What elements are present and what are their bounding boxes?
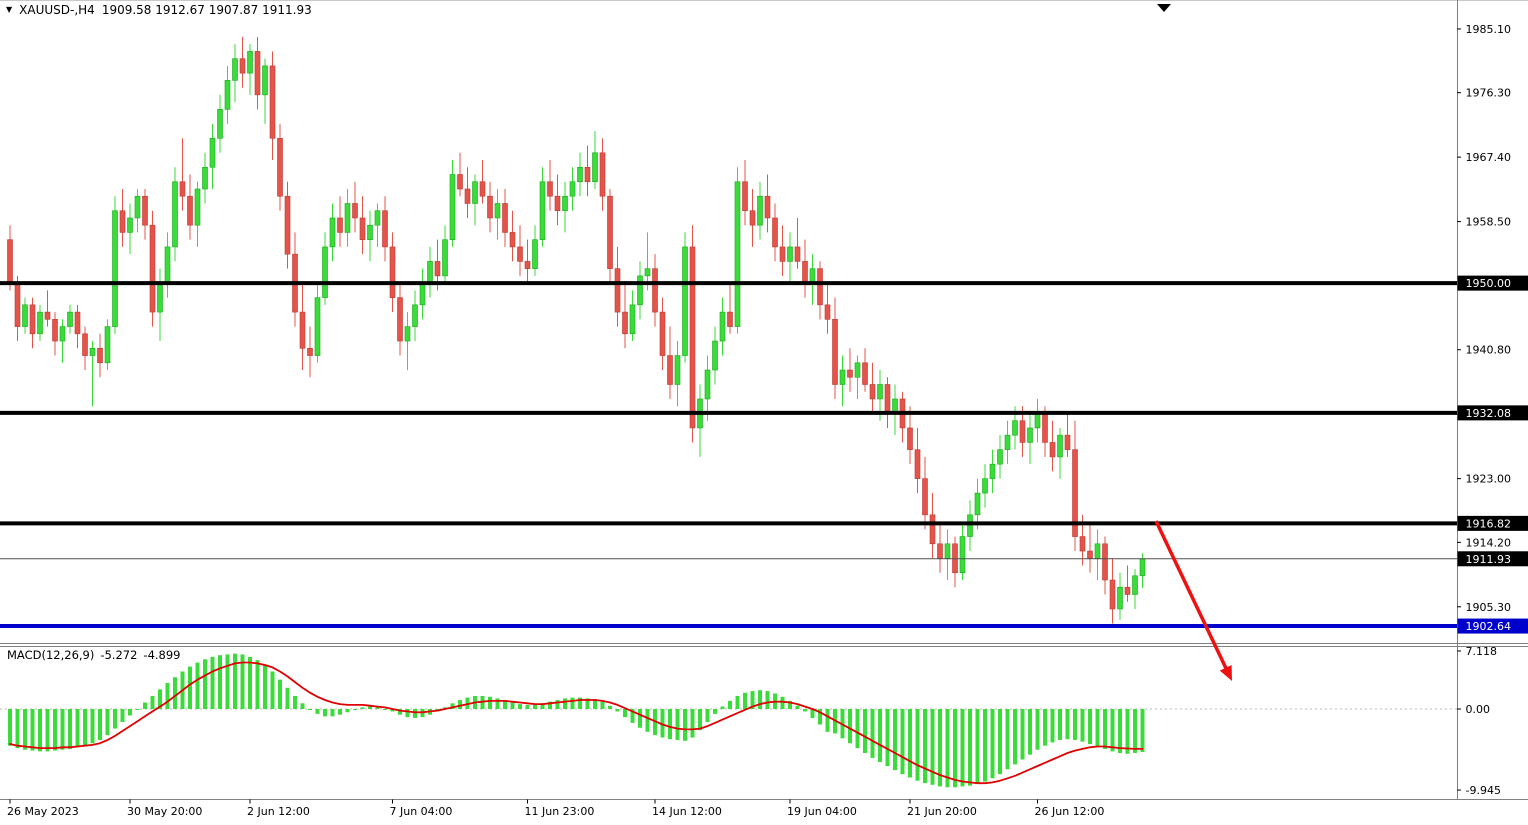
time-tick-label: 30 May 20:00 — [127, 805, 202, 818]
macd-tick-label: 7.118 — [1466, 645, 1498, 658]
macd-main-value: -5.272 — [100, 648, 138, 662]
price-level-label: 1932.08 — [1466, 407, 1512, 420]
macd-signal-value: -4.899 — [143, 648, 181, 662]
time-tick-label: 19 Jun 04:00 — [787, 805, 857, 818]
price-tick-label: 1914.20 — [1466, 536, 1512, 549]
time-tick-label: 7 Jun 04:00 — [390, 805, 453, 818]
symbol-dropdown-icon[interactable]: ▼ — [6, 5, 13, 14]
price-tick-label: 1967.40 — [1466, 151, 1512, 164]
price-level-label: 1950.00 — [1466, 277, 1512, 290]
price-tick-label: 1905.30 — [1466, 601, 1512, 614]
price-level-label: 1916.82 — [1466, 517, 1512, 530]
price-level-label: 1911.93 — [1466, 553, 1512, 566]
time-tick-label: 11 Jun 23:00 — [525, 805, 595, 818]
time-tick-label: 21 Jun 20:00 — [907, 805, 977, 818]
time-axis[interactable]: 26 May 2023 30 May 20:00 2 Jun 12:00 7 Jun … — [7, 799, 1105, 819]
price-axis[interactable]: 1985.10 1976.30 1967.40 1958.50 1940.80 1923.… — [1457, 23, 1528, 634]
chart-shift-marker-icon[interactable] — [1157, 4, 1171, 12]
time-tick-label: 26 May 2023 — [7, 805, 79, 818]
macd-tick-label: -9.945 — [1466, 784, 1501, 797]
price-level-label: 1902.64 — [1466, 620, 1512, 633]
price-tick-label: 1985.10 — [1466, 23, 1512, 36]
macd-tick-label: 0.00 — [1466, 703, 1491, 716]
macd-name: MACD(12,26,9) — [7, 648, 95, 662]
symbol-timeframe-label: XAUUSD-,H4 — [19, 3, 95, 17]
price-tick-label: 1940.80 — [1466, 344, 1512, 357]
macd-histogram — [8, 653, 1145, 788]
time-tick-label: 26 Jun 12:00 — [1035, 805, 1105, 818]
trend-arrow-annotation[interactable] — [1154, 520, 1232, 681]
time-tick-label: 2 Jun 12:00 — [247, 805, 310, 818]
candles — [7, 36, 1146, 624]
macd-indicator-label: MACD(12,26,9) -5.272 -4.899 — [7, 648, 181, 662]
price-tick-label: 1976.30 — [1466, 87, 1512, 100]
chart-header: ▼ XAUUSD-,H4 1909.58 1912.67 1907.87 191… — [6, 3, 312, 17]
support-resistance-lines[interactable] — [0, 281, 1457, 629]
macd-signal-line — [9, 661, 1144, 785]
price-tick-label: 1923.00 — [1466, 473, 1512, 486]
pane-borders — [0, 0, 1528, 800]
time-tick-label: 14 Jun 12:00 — [652, 805, 722, 818]
macd-axis[interactable]: 7.118 0.00 -9.945 — [1457, 645, 1501, 797]
ohlc-readout: 1909.58 1912.67 1907.87 1911.93 — [101, 3, 312, 17]
price-tick-label: 1958.50 — [1466, 216, 1512, 229]
